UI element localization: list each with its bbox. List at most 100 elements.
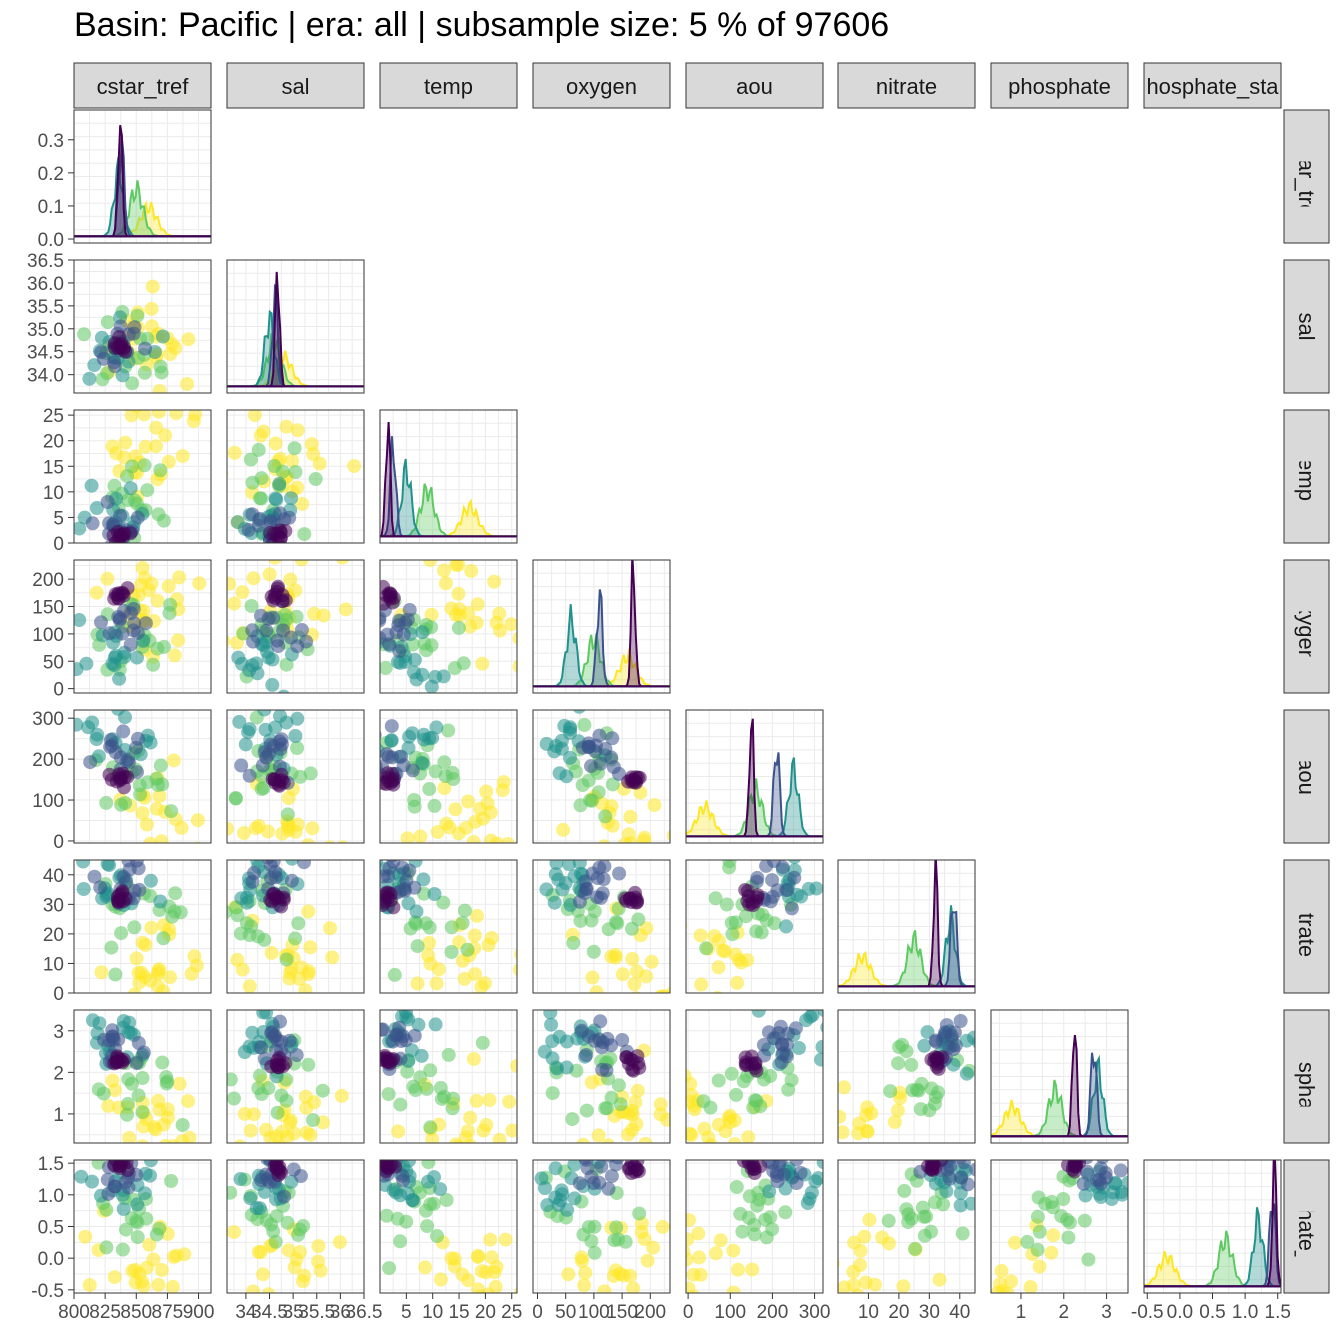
scatter-point [262, 567, 277, 582]
scatter-point [275, 542, 283, 543]
scatter-point [698, 1299, 712, 1313]
scatter-point [605, 731, 620, 746]
scatter-point [711, 960, 726, 975]
panel-phosphate_star-vs-sal [226, 1159, 365, 1294]
scatter-point [439, 816, 454, 831]
scatter-point [864, 1106, 879, 1121]
x-axis-temp: 5 10 15 20 25 [401, 1293, 522, 1323]
scatter-point [281, 791, 296, 806]
scatter-point [385, 595, 400, 610]
panel-marks [227, 560, 353, 693]
scatter-point [87, 869, 102, 884]
panel-phosphate_star-vs-aou [685, 1159, 824, 1313]
scatter-point [277, 1160, 286, 1162]
scatter-point [793, 1165, 808, 1180]
scatter-point [140, 483, 155, 498]
panel-marks [380, 421, 517, 538]
scatter-point [577, 1278, 592, 1293]
scatter-point [399, 1214, 414, 1229]
scatter-point [256, 1010, 271, 1020]
scatter-point [76, 882, 91, 896]
scatter-point [111, 895, 126, 909]
scatter-point [718, 944, 732, 959]
scatter-point [127, 987, 142, 993]
scatter-point [307, 606, 322, 621]
scatter-point [114, 797, 129, 812]
scatter-point [621, 827, 636, 842]
scatter-point [748, 1061, 763, 1076]
scatter-point [413, 1070, 428, 1085]
scatter-point [180, 377, 195, 391]
strip-right-phosphate_star: hosphate_sta [1283, 1159, 1330, 1294]
scatter-point [155, 329, 170, 344]
scatter-point [548, 1161, 563, 1176]
scatter-point [254, 1040, 269, 1055]
scatter-point [245, 874, 260, 889]
scatter-point [187, 949, 202, 964]
panel-border [379, 559, 518, 694]
scatter-point [427, 887, 442, 901]
scatter-point [120, 1096, 135, 1111]
scatter-point [237, 1045, 252, 1059]
scatter-point [111, 710, 125, 716]
scatter-point [380, 627, 395, 642]
scatter-point [741, 1130, 756, 1143]
scatter-point [116, 1202, 131, 1216]
scatter-point [883, 1084, 898, 1099]
scatter-point [113, 750, 128, 765]
x-tick-label: 35 [283, 1302, 304, 1323]
scatter-point [896, 1279, 911, 1293]
panel-border [532, 1009, 671, 1144]
scatter-point [164, 804, 179, 819]
scatter-point [297, 860, 311, 870]
scatter-point [735, 1224, 750, 1239]
scatter-point [624, 773, 639, 788]
scatter-point [770, 1174, 785, 1189]
scatter-point [585, 970, 600, 985]
panel-border [226, 709, 365, 844]
scatter-point [175, 449, 190, 464]
scatter-point [113, 319, 128, 334]
panel-border [379, 1009, 518, 1144]
scatter-point [259, 623, 274, 638]
panel-aou-vs-cstar_tref [73, 709, 212, 844]
scatter-point [574, 1023, 589, 1038]
strip-top-label: phosphate [1008, 74, 1111, 99]
scatter-point [917, 1228, 932, 1243]
scatter-point [567, 1191, 582, 1206]
scatter-point [74, 717, 84, 732]
panel-marks [838, 860, 975, 988]
scatter-point [474, 1264, 489, 1279]
y-tick-label: 40 [43, 866, 64, 887]
scatter-point [959, 1066, 974, 1081]
scatter-point [612, 766, 626, 781]
scatter-point [567, 1160, 582, 1172]
panel-marks [537, 1010, 670, 1143]
scatter-point [430, 825, 445, 839]
scatter-point [787, 870, 802, 885]
y-tick-label: 35.0 [27, 320, 64, 341]
y-tick-label: 0.5 [38, 1218, 64, 1239]
scatter-point [549, 739, 564, 753]
scatter-point [175, 1134, 190, 1143]
strip-right-box [1283, 1159, 1330, 1294]
scatter-point [445, 1101, 460, 1116]
scatter-point [398, 995, 412, 1009]
x-tick-label: 0.0 [1167, 1302, 1193, 1323]
scatter-point [279, 419, 294, 434]
scatter-point [227, 905, 233, 919]
panel-border [73, 409, 212, 544]
scatter-point [256, 1267, 270, 1282]
panel-marks [77, 279, 196, 393]
gridlines [533, 560, 670, 693]
scatter-point [415, 756, 430, 771]
scatter-point [931, 1085, 946, 1100]
scatter-point [396, 1173, 411, 1188]
scatter-point [113, 338, 128, 353]
scatter-point [115, 586, 130, 601]
scatter-point [838, 1280, 852, 1293]
panel-marks [227, 1160, 347, 1293]
scatter-point [143, 873, 158, 888]
scatter-point [1004, 1274, 1019, 1289]
scatter-point [143, 836, 158, 843]
